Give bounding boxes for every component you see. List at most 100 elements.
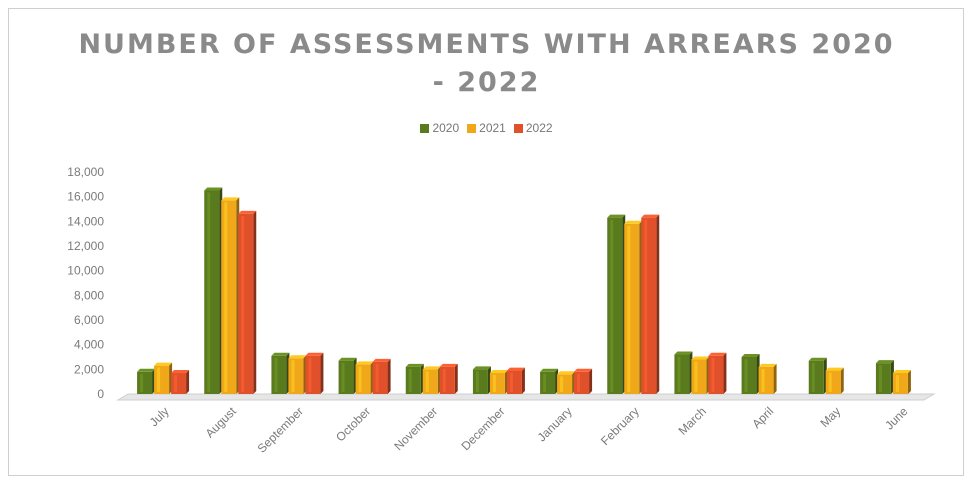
bar-top <box>422 366 441 370</box>
x-category-label: March <box>676 404 709 437</box>
bar-highlight <box>442 368 446 392</box>
bar <box>238 213 254 394</box>
bar-top <box>506 367 525 371</box>
bar <box>708 355 724 394</box>
bar-side <box>773 363 777 394</box>
bar-highlight <box>375 363 379 392</box>
bar <box>741 357 757 394</box>
bar-top <box>607 214 626 218</box>
bar-side <box>320 352 324 394</box>
bar-highlight <box>358 366 362 392</box>
y-tick-label: 2,000 <box>74 362 104 376</box>
bar-side <box>454 363 458 394</box>
bar-side <box>589 368 593 394</box>
bar-highlight <box>644 219 648 392</box>
bar-highlight <box>560 376 564 392</box>
y-tick-label: 12,000 <box>67 239 104 253</box>
bar <box>875 363 891 394</box>
bar-highlight <box>828 372 832 392</box>
bar-highlight <box>895 375 899 392</box>
bar <box>691 359 707 394</box>
bar-top <box>221 197 240 201</box>
bar <box>506 370 522 394</box>
bar-highlight <box>207 192 211 392</box>
bar-top <box>489 370 508 374</box>
bar-top <box>875 360 894 364</box>
bar-top <box>405 363 424 367</box>
bar-top <box>271 352 290 356</box>
bar-highlight <box>627 225 631 392</box>
bar <box>439 366 455 394</box>
x-category-label: February <box>598 404 642 448</box>
bar-highlight <box>694 361 698 392</box>
bar-top <box>540 368 559 372</box>
bar-highlight <box>224 202 228 392</box>
bar <box>574 371 590 394</box>
y-tick-label: 6,000 <box>74 313 104 327</box>
bar <box>489 373 505 394</box>
bar <box>305 355 321 394</box>
bar <box>892 373 908 394</box>
chart-title-line1: NUMBER OF ASSESSMENTS WITH ARREARS 2020 <box>78 29 895 60</box>
bar <box>154 365 170 394</box>
bar-top <box>758 363 777 367</box>
x-category-label: September <box>255 404 306 455</box>
bar-top <box>288 355 307 359</box>
bar-side <box>907 370 911 394</box>
bar-highlight <box>425 371 429 392</box>
bar-top <box>372 358 391 362</box>
bar-highlight <box>744 359 748 392</box>
bar-top <box>338 357 357 361</box>
chart-floor <box>116 393 936 401</box>
bar <box>624 223 640 394</box>
bar <box>338 360 354 394</box>
x-category-label: December <box>458 404 507 453</box>
y-tick-label: 4,000 <box>74 338 104 352</box>
bar-top <box>708 352 727 356</box>
y-tick-label: 16,000 <box>67 190 104 204</box>
bar <box>607 217 623 394</box>
x-category-label: August <box>203 404 240 441</box>
bar-highlight <box>274 357 278 392</box>
bar <box>557 374 573 394</box>
bar <box>674 354 690 394</box>
bar-top <box>238 210 257 214</box>
y-tick-label: 10,000 <box>67 264 104 278</box>
bar <box>825 370 841 394</box>
x-category-label: July <box>147 404 172 429</box>
bar-highlight <box>291 360 295 392</box>
bar <box>422 369 438 394</box>
bar-highlight <box>878 365 882 392</box>
x-category-label: January <box>535 404 575 444</box>
bar-top <box>574 368 593 372</box>
bar-top <box>355 361 374 365</box>
y-tick-label: 18,000 <box>67 165 104 179</box>
bar-top <box>472 366 491 370</box>
bar-top <box>808 357 827 361</box>
bar <box>355 364 371 394</box>
bar-highlight <box>761 368 765 392</box>
bar <box>171 373 187 394</box>
bar-top <box>154 362 173 366</box>
bar <box>288 358 304 394</box>
bar-highlight <box>408 368 412 392</box>
bar-top <box>624 220 643 224</box>
chart-title: NUMBER OF ASSESSMENTS WITH ARREARS 2020 … <box>0 26 973 102</box>
bar-side <box>387 358 391 394</box>
bar-highlight <box>711 357 715 392</box>
bar <box>221 200 237 394</box>
y-tick-label: 14,000 <box>67 214 104 228</box>
bar <box>405 366 421 394</box>
legend-item-2020: 2020 <box>420 121 459 135</box>
chart-title-line2: - 2022 <box>432 67 541 98</box>
bar-highlight <box>577 373 581 392</box>
bar-side <box>840 367 844 394</box>
legend-swatch-2020 <box>420 123 430 133</box>
bar-highlight <box>140 373 144 392</box>
bar-top <box>641 214 660 218</box>
bar-side <box>253 210 257 394</box>
bar <box>641 217 657 394</box>
bar-top <box>204 187 223 191</box>
legend-swatch-2022 <box>513 123 523 133</box>
bar-top <box>439 363 458 367</box>
